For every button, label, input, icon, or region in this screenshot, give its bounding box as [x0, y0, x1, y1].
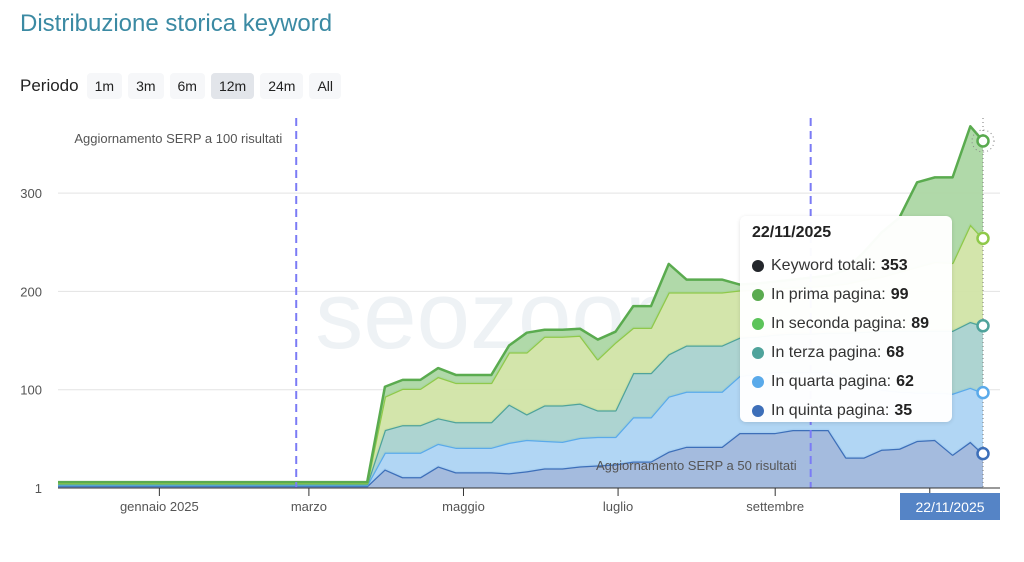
- tooltip-row-value: 99: [890, 285, 909, 303]
- legend-dot-icon: [752, 259, 764, 272]
- period-6m-button[interactable]: 6m: [169, 73, 205, 99]
- x-tick-label: settembre: [746, 499, 804, 514]
- hover-halo: [971, 129, 995, 153]
- tooltip-row: In quinta pagina: 35: [752, 396, 940, 425]
- y-tick-label: 1: [35, 481, 42, 496]
- y-tick-label: 300: [20, 186, 42, 201]
- marker-in-prima-pagina[interactable]: [976, 134, 990, 148]
- y-tick-label: 100: [20, 383, 42, 398]
- tooltip-row-label: In terza pagina:: [771, 343, 882, 361]
- x-axis-crosshair-label: 22/11/2025: [900, 493, 1000, 520]
- tooltip-row-value: 62: [896, 372, 914, 390]
- period-3m-button[interactable]: 3m: [128, 73, 164, 99]
- tooltip-row: Keyword totali: 353: [752, 251, 940, 280]
- tooltip-date: 22/11/2025: [752, 224, 832, 241]
- tooltip-row: In terza pagina: 68: [752, 338, 940, 367]
- x-tick-label: maggio: [442, 499, 485, 514]
- period-24m-button[interactable]: 24m: [260, 73, 304, 99]
- marker-in-quarta-pagina[interactable]: [976, 385, 990, 400]
- area-in-quinta-pagina: [58, 430, 983, 488]
- plot-line-label: Aggiornamento SERP a 100 risultati: [74, 131, 282, 146]
- plot-line-label: Aggiornamento SERP a 50 risultati: [596, 458, 797, 473]
- tooltip-row-label: In prima pagina:: [771, 285, 886, 303]
- x-tick-label: luglio: [603, 499, 633, 514]
- tooltip-row-value: 68: [886, 343, 905, 361]
- period-1m-button[interactable]: 1m: [86, 73, 123, 99]
- tooltip-row-label: In quinta pagina:: [771, 401, 890, 419]
- marker-in-seconda-pagina[interactable]: [976, 231, 990, 246]
- chart-tooltip: 22/11/2025 Keyword totali: 353 In prima pa…: [740, 216, 952, 422]
- marker-in-terza-pagina[interactable]: [976, 319, 990, 333]
- legend-dot-icon: [752, 346, 764, 359]
- legend-dot-icon: [752, 375, 764, 388]
- y-tick-label: 200: [20, 284, 42, 299]
- x-tick-label: marzo: [291, 499, 327, 514]
- period-label: Periodo: [20, 76, 79, 95]
- tooltip-row-label: In seconda pagina:: [771, 314, 907, 332]
- area-in-seconda-pagina: [58, 224, 983, 485]
- tooltip-row: In seconda pagina: 89: [752, 309, 940, 338]
- marker-in-quinta-pagina[interactable]: [976, 446, 990, 461]
- period-12m-button[interactable]: 12m: [210, 73, 255, 99]
- tooltip-row: In quarta pagina: 62: [752, 367, 940, 396]
- tooltip-row-value: 353: [880, 256, 908, 274]
- page-title: Distribuzione storica keyword: [20, 10, 333, 37]
- legend-dot-icon: [752, 404, 764, 417]
- tooltip-row-label: In quarta pagina:: [771, 372, 892, 390]
- tooltip-row-value: 35: [894, 401, 913, 419]
- period-selector: Periodo 1m 3m 6m 12m 24m All: [20, 73, 341, 99]
- tooltip-row-label: Keyword totali:: [771, 256, 876, 274]
- x-tick-label: gennaio 2025: [120, 499, 199, 514]
- legend-dot-icon: [752, 288, 764, 301]
- legend-dot-icon: [752, 317, 764, 330]
- period-all-button[interactable]: All: [309, 73, 341, 99]
- tooltip-row-value: 89: [911, 314, 930, 332]
- tooltip-row: In prima pagina: 99: [752, 280, 940, 309]
